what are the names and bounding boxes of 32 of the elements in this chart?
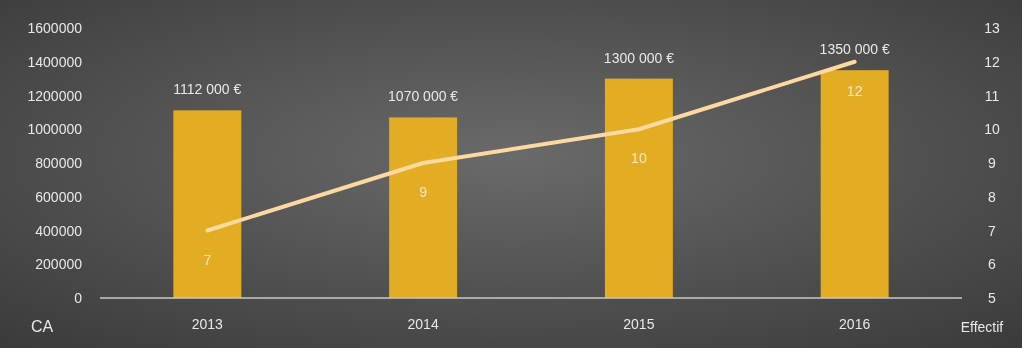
data-label: 7 (203, 251, 212, 268)
data-label: 10 (631, 150, 647, 167)
y-tick-label: 0 (74, 290, 83, 306)
data-label: 9 (419, 184, 428, 200)
y2-tick-label: 7 (988, 222, 997, 239)
y2-tick-label: 11 (984, 87, 1000, 104)
data-label: 12 (846, 82, 863, 99)
y-tick-label: 200000 (35, 256, 83, 273)
y2-tick-label: 10 (984, 121, 1000, 138)
y-axis-title: CA (30, 318, 54, 335)
y2-tick-label: 12 (984, 53, 1000, 70)
y2-axis-title: Effectif (960, 319, 1004, 335)
y-tick-label: 1400000 (27, 53, 83, 70)
x-tick-label: 2015 (623, 316, 655, 332)
y2-tick-label: 9 (988, 155, 997, 171)
data-label: 1070 000 € (388, 88, 459, 105)
y-tick-label: 1600000 (27, 20, 83, 36)
y2-tick-label: 6 (988, 256, 997, 273)
data-label: 1350 000 € (819, 41, 890, 58)
y2-tick-label: 8 (988, 188, 997, 205)
y-tick-label: 1000000 (27, 121, 83, 138)
data-label: 1112 000 € (173, 81, 242, 98)
y-tick-label: 1200000 (27, 87, 83, 104)
y2-tick-label: 5 (988, 290, 997, 306)
data-label: 1300 000 € (603, 49, 675, 66)
y-tick-label: 600000 (35, 188, 83, 205)
y-tick-label: 800000 (35, 155, 83, 171)
x-tick-label: 2013 (191, 316, 224, 332)
x-tick-label: 2014 (407, 316, 439, 332)
y-tick-label: 400000 (35, 222, 83, 239)
x-tick-label: 2016 (839, 316, 871, 332)
y2-tick-label: 13 (984, 20, 1000, 36)
